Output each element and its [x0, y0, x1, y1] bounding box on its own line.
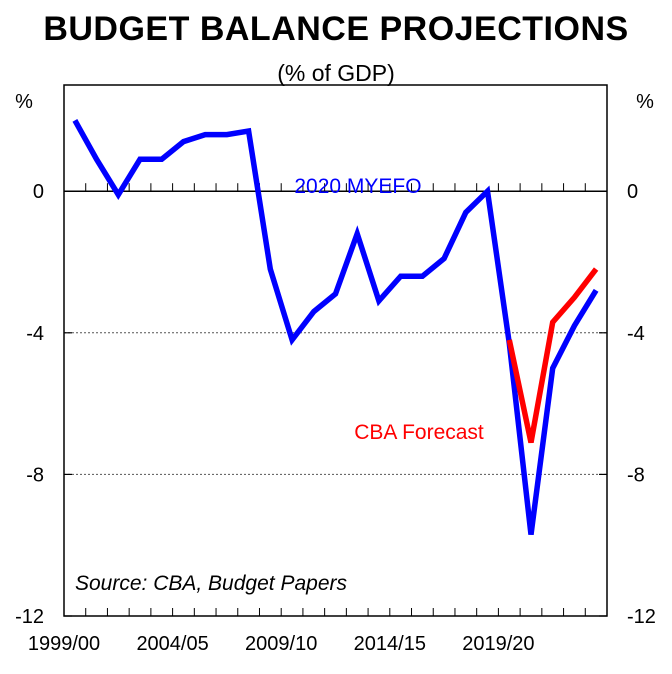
y-tick-label-left: -4 [26, 323, 44, 345]
x-tick-label: 1999/00 [28, 633, 100, 655]
source-note: Source: CBA, Budget Papers [75, 572, 347, 595]
series-label-2020-myefo: 2020 MYEFO [294, 175, 421, 198]
x-tick-label: 2009/10 [245, 633, 317, 655]
x-tick-label: 2014/15 [354, 633, 426, 655]
y-tick-label-right: -8 [627, 464, 645, 486]
series-line-cba-forecast [506, 267, 599, 444]
series-label-cba-forecast: CBA Forecast [354, 421, 484, 444]
x-tick-label: 2004/05 [136, 633, 208, 655]
y-tick-label-right: 0 [627, 181, 638, 203]
y-unit-label-right: % [636, 91, 654, 113]
y-unit-label-left: % [15, 91, 33, 113]
y-tick-label-left: -12 [15, 606, 44, 628]
y-tick-label-right: -12 [627, 606, 656, 628]
y-tick-label-left: -8 [26, 464, 44, 486]
y-tick-label-left: 0 [33, 181, 44, 203]
chart-subtitle: (% of GDP) [277, 60, 395, 86]
plot-frame [63, 84, 608, 617]
y-tick-label-right: -4 [627, 323, 645, 345]
chart-title: BUDGET BALANCE PROJECTIONS [43, 10, 629, 48]
x-tick-label: 2019/20 [462, 633, 534, 655]
